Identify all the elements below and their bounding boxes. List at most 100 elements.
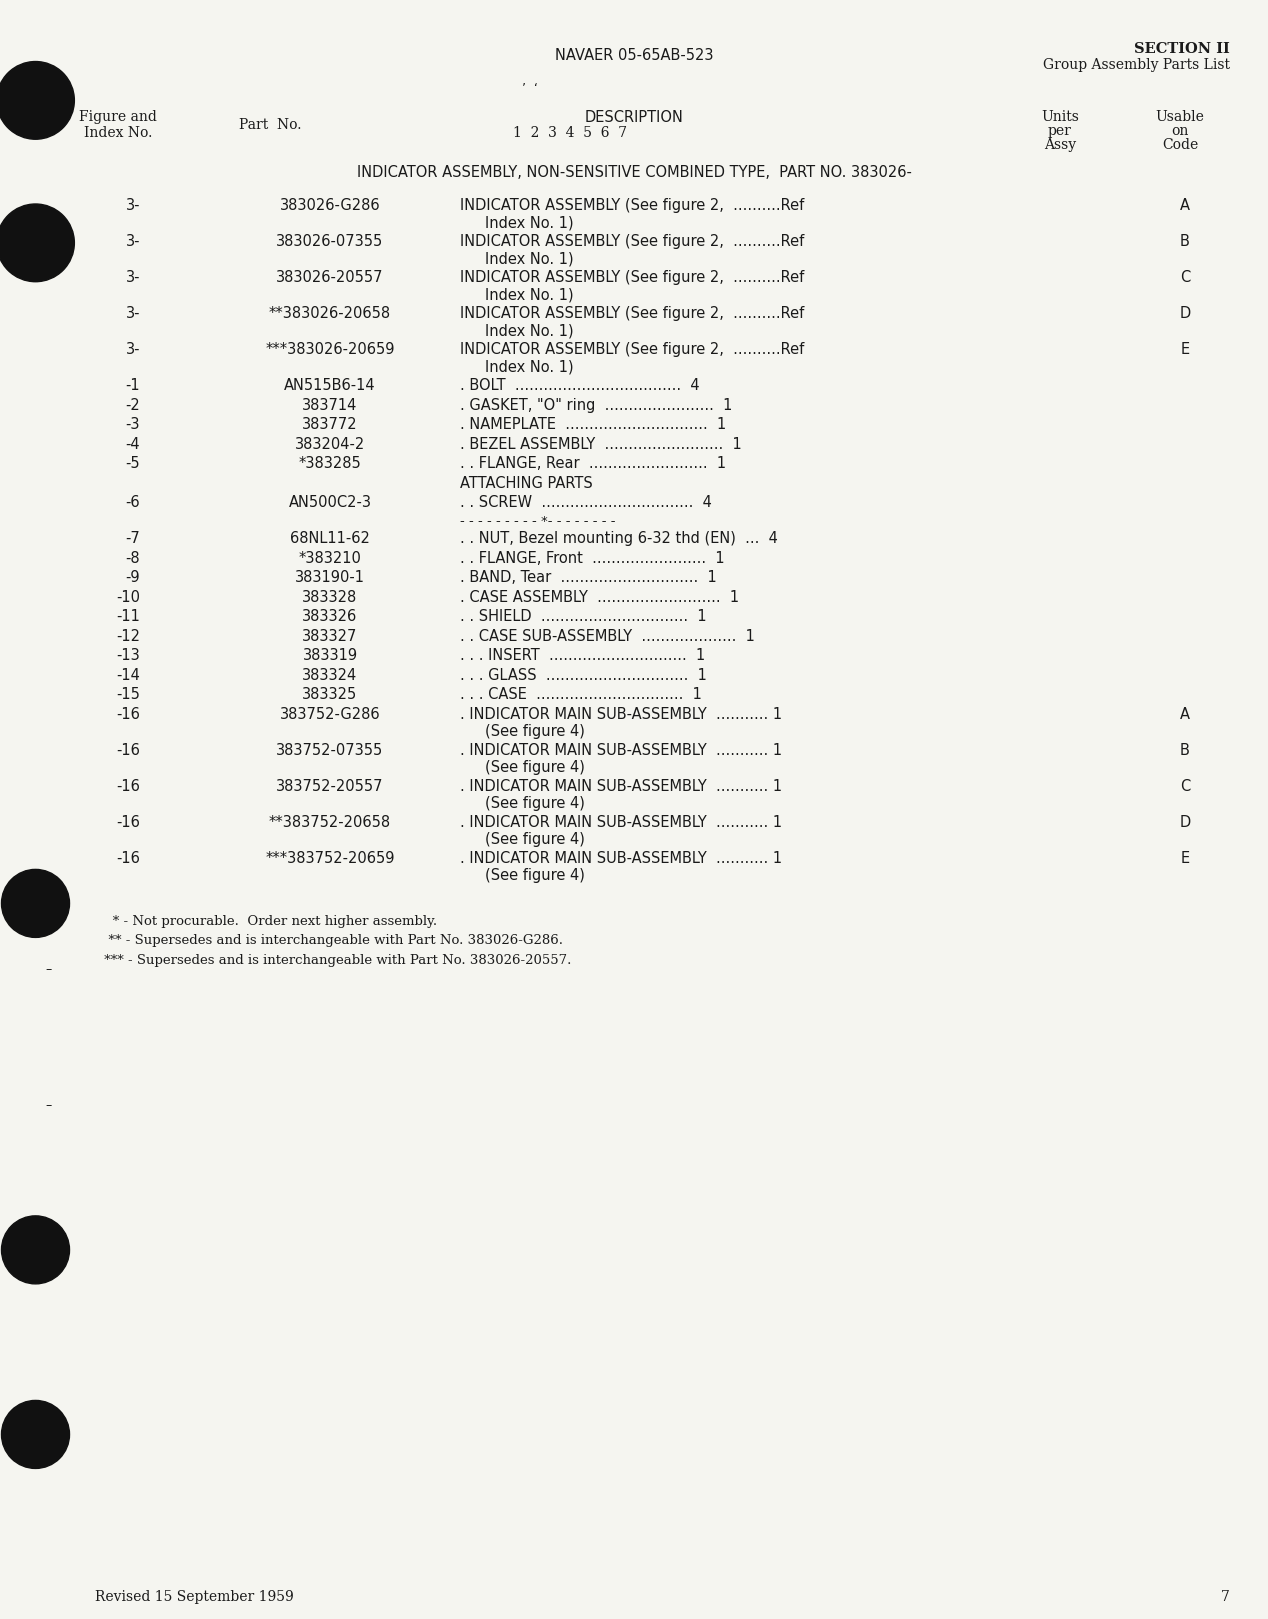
Text: Group Assembly Parts List: Group Assembly Parts List — [1044, 58, 1230, 71]
Text: (See figure 4): (See figure 4) — [484, 832, 585, 847]
Text: . . SHIELD  ...............................  1: . . SHIELD .............................… — [460, 609, 706, 623]
Text: Part  No.: Part No. — [238, 118, 302, 133]
Text: . . . CASE  ...............................  1: . . . CASE .............................… — [460, 686, 702, 703]
Text: **383026-20658: **383026-20658 — [269, 306, 391, 321]
Text: C: C — [1181, 779, 1191, 793]
Text: . . FLANGE, Rear  .........................  1: . . FLANGE, Rear .......................… — [460, 457, 727, 471]
Text: -1: -1 — [126, 377, 139, 393]
Text: -3: -3 — [126, 418, 139, 432]
Text: 383326: 383326 — [302, 609, 358, 623]
Text: -16: -16 — [117, 779, 139, 793]
Text: -16: -16 — [117, 706, 139, 722]
Text: *** - Supersedes and is interchangeable with Part No. 383026-20557.: *** - Supersedes and is interchangeable … — [100, 954, 572, 967]
Text: Units: Units — [1041, 110, 1079, 125]
Text: 383714: 383714 — [302, 398, 358, 413]
Text: DESCRIPTION: DESCRIPTION — [585, 110, 683, 125]
Text: -10: -10 — [115, 589, 139, 604]
Text: 383752-07355: 383752-07355 — [276, 743, 384, 758]
Text: . GASKET, "O" ring  .......................  1: . GASKET, "O" ring .....................… — [460, 398, 733, 413]
Text: (See figure 4): (See figure 4) — [484, 797, 585, 811]
Text: 68NL11-62: 68NL11-62 — [290, 531, 370, 546]
Text: on: on — [1172, 125, 1188, 138]
Text: 383026-G286: 383026-G286 — [280, 198, 380, 214]
Text: -16: -16 — [117, 850, 139, 866]
Text: Index No.: Index No. — [84, 126, 152, 139]
Text: AN515B6-14: AN515B6-14 — [284, 377, 375, 393]
Text: SECTION II: SECTION II — [1135, 42, 1230, 57]
Text: 383026-07355: 383026-07355 — [276, 235, 384, 249]
Text: Index No. 1): Index No. 1) — [484, 288, 573, 303]
Text: * - Not procurable.  Order next higher assembly.: * - Not procurable. Order next higher as… — [100, 915, 437, 928]
Text: Usable: Usable — [1155, 110, 1205, 125]
Text: 383319: 383319 — [303, 648, 358, 664]
Text: ’  ‘: ’ ‘ — [522, 83, 538, 96]
Text: . BEZEL ASSEMBLY  .........................  1: . BEZEL ASSEMBLY .......................… — [460, 437, 742, 452]
Text: . INDICATOR MAIN SUB-ASSEMBLY  ........... 1: . INDICATOR MAIN SUB-ASSEMBLY ..........… — [460, 743, 782, 758]
Text: D: D — [1179, 814, 1191, 829]
Text: -6: -6 — [126, 495, 139, 510]
Text: . BAND, Tear  .............................  1: . BAND, Tear ...........................… — [460, 570, 716, 584]
Text: 3-: 3- — [126, 198, 139, 214]
Text: (See figure 4): (See figure 4) — [484, 868, 585, 882]
Text: 3-: 3- — [126, 270, 139, 285]
Text: INDICATOR ASSEMBLY (See figure 2,  ..........Ref: INDICATOR ASSEMBLY (See figure 2, ......… — [460, 270, 804, 285]
Text: 383325: 383325 — [302, 686, 358, 703]
Text: 7: 7 — [1221, 1590, 1230, 1604]
Text: 383026-20557: 383026-20557 — [276, 270, 384, 285]
Text: –: – — [46, 963, 51, 976]
Text: -9: -9 — [126, 570, 139, 584]
Text: Assy: Assy — [1044, 138, 1077, 152]
Text: 383204-2: 383204-2 — [295, 437, 365, 452]
Text: INDICATOR ASSEMBLY (See figure 2,  ..........Ref: INDICATOR ASSEMBLY (See figure 2, ......… — [460, 342, 804, 358]
Text: per: per — [1049, 125, 1071, 138]
Text: (See figure 4): (See figure 4) — [484, 724, 585, 740]
Text: -16: -16 — [117, 743, 139, 758]
Text: . INDICATOR MAIN SUB-ASSEMBLY  ........... 1: . INDICATOR MAIN SUB-ASSEMBLY ..........… — [460, 850, 782, 866]
Text: 383772: 383772 — [302, 418, 358, 432]
Text: 383190-1: 383190-1 — [295, 570, 365, 584]
Text: **383752-20658: **383752-20658 — [269, 814, 391, 829]
Text: . CASE ASSEMBLY  ..........................  1: . CASE ASSEMBLY ........................… — [460, 589, 739, 604]
Text: -4: -4 — [126, 437, 139, 452]
Text: Index No. 1): Index No. 1) — [484, 359, 573, 374]
Text: Figure and: Figure and — [79, 110, 157, 125]
Text: 383327: 383327 — [302, 628, 358, 644]
Text: 383752-20557: 383752-20557 — [276, 779, 384, 793]
Text: Index No. 1): Index No. 1) — [484, 215, 573, 230]
Text: INDICATOR ASSEMBLY (See figure 2,  ..........Ref: INDICATOR ASSEMBLY (See figure 2, ......… — [460, 306, 804, 321]
Text: - - - - - - - - - *- - - - - - - -: - - - - - - - - - *- - - - - - - - — [460, 515, 615, 528]
Text: -2: -2 — [126, 398, 139, 413]
Text: . . FLANGE, Front  ........................  1: . . FLANGE, Front ......................… — [460, 550, 724, 565]
Text: 383324: 383324 — [302, 667, 358, 683]
Text: E: E — [1181, 850, 1189, 866]
Text: . . CASE SUB-ASSEMBLY  ....................  1: . . CASE SUB-ASSEMBLY ..................… — [460, 628, 754, 644]
Text: B: B — [1181, 743, 1189, 758]
Text: C: C — [1181, 270, 1191, 285]
Text: D: D — [1179, 306, 1191, 321]
Circle shape — [0, 62, 75, 139]
Circle shape — [0, 204, 75, 282]
Text: Code: Code — [1161, 138, 1198, 152]
Text: -12: -12 — [115, 628, 139, 644]
Text: 3-: 3- — [126, 235, 139, 249]
Text: . INDICATOR MAIN SUB-ASSEMBLY  ........... 1: . INDICATOR MAIN SUB-ASSEMBLY ..........… — [460, 814, 782, 829]
Text: *383285: *383285 — [299, 457, 361, 471]
Text: ***383026-20659: ***383026-20659 — [265, 342, 394, 358]
Text: B: B — [1181, 235, 1189, 249]
Text: *383210: *383210 — [298, 550, 361, 565]
Text: NAVAER 05-65AB-523: NAVAER 05-65AB-523 — [555, 49, 713, 63]
Text: 383752-G286: 383752-G286 — [280, 706, 380, 722]
Text: Index No. 1): Index No. 1) — [484, 251, 573, 267]
Circle shape — [1, 869, 70, 937]
Text: A: A — [1181, 706, 1189, 722]
Text: 383328: 383328 — [302, 589, 358, 604]
Text: (See figure 4): (See figure 4) — [484, 759, 585, 776]
Text: E: E — [1181, 342, 1189, 358]
Text: INDICATOR ASSEMBLY, NON-SENSITIVE COMBINED TYPE,  PART NO. 383026-: INDICATOR ASSEMBLY, NON-SENSITIVE COMBIN… — [356, 165, 912, 180]
Circle shape — [1, 1216, 70, 1284]
Text: Revised 15 September 1959: Revised 15 September 1959 — [95, 1590, 294, 1604]
Text: . . . INSERT  .............................  1: . . . INSERT ...........................… — [460, 648, 705, 664]
Text: . . . GLASS  ..............................  1: . . . GLASS ............................… — [460, 667, 706, 683]
Text: . INDICATOR MAIN SUB-ASSEMBLY  ........... 1: . INDICATOR MAIN SUB-ASSEMBLY ..........… — [460, 779, 782, 793]
Text: -16: -16 — [117, 814, 139, 829]
